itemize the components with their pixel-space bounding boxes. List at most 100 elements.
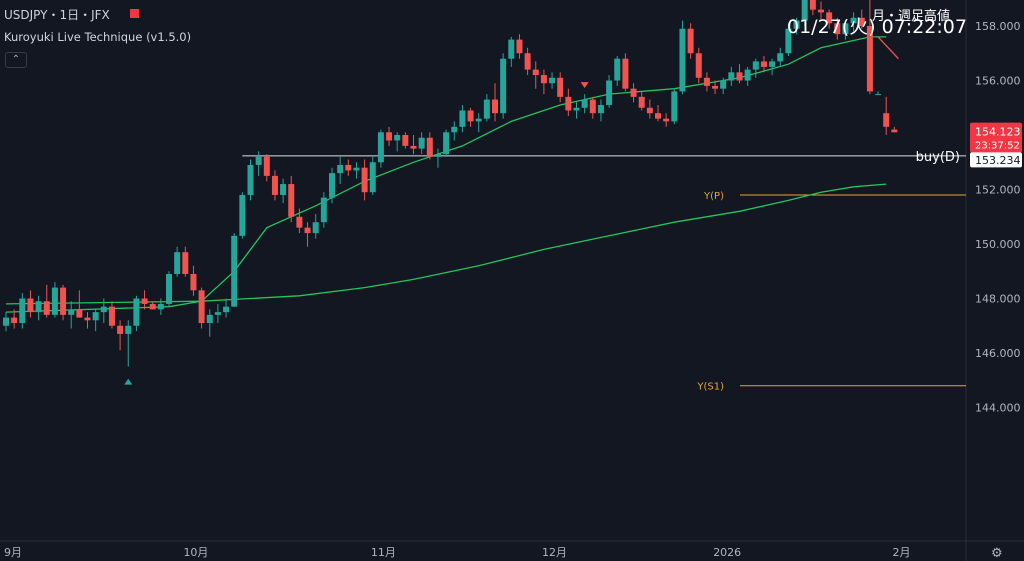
candle-body[interactable]	[703, 77, 710, 86]
candle-body[interactable]	[60, 287, 67, 315]
candle-body[interactable]	[671, 91, 678, 122]
candle-body[interactable]	[394, 135, 401, 141]
candle-body[interactable]	[125, 325, 132, 334]
candle-body[interactable]	[475, 118, 482, 122]
candle-body[interactable]	[418, 137, 425, 149]
indicator-name[interactable]: Kuroyuki Live Technique (v1.5.0)	[4, 30, 192, 44]
candle-body[interactable]	[247, 164, 254, 195]
candle-body[interactable]	[891, 129, 898, 133]
candle-body[interactable]	[190, 273, 197, 291]
candle-body[interactable]	[100, 306, 107, 313]
candle-body[interactable]	[866, 26, 873, 92]
candle-body[interactable]	[744, 69, 751, 81]
candle-body[interactable]	[214, 312, 221, 315]
candle-body[interactable]	[239, 194, 246, 236]
candle-body[interactable]	[410, 145, 417, 149]
candle-body[interactable]	[720, 80, 727, 89]
candle-body[interactable]	[850, 17, 857, 24]
candle-body[interactable]	[589, 99, 596, 114]
candle-body[interactable]	[614, 58, 621, 81]
candle-body[interactable]	[728, 72, 735, 81]
candle-body[interactable]	[663, 118, 670, 122]
candle-body[interactable]	[597, 105, 604, 114]
candle-body[interactable]	[231, 235, 238, 307]
candle-body[interactable]	[426, 137, 433, 157]
candle-body[interactable]	[133, 298, 140, 326]
candle-body[interactable]	[793, 20, 800, 29]
symbol-title[interactable]: USDJPY・1日・JFX	[4, 8, 110, 22]
candle-body[interactable]	[84, 317, 91, 321]
candle-body[interactable]	[141, 298, 148, 304]
candle-body[interactable]	[206, 314, 213, 324]
candle-body[interactable]	[695, 53, 702, 78]
candle-body[interactable]	[549, 77, 556, 84]
candle-body[interactable]	[785, 28, 792, 54]
candle-body[interactable]	[117, 325, 124, 334]
candle-body[interactable]	[174, 252, 181, 274]
candle-body[interactable]	[434, 154, 441, 157]
candle-body[interactable]	[687, 28, 694, 54]
candle-body[interactable]	[622, 58, 629, 89]
candle-body[interactable]	[43, 301, 50, 315]
candle-body[interactable]	[280, 184, 287, 195]
candle-body[interactable]	[679, 28, 686, 92]
candle-body[interactable]	[573, 107, 580, 111]
candle-body[interactable]	[27, 298, 34, 313]
candle-body[interactable]	[875, 94, 882, 96]
candle-body[interactable]	[263, 156, 270, 176]
candle-body[interactable]	[304, 227, 311, 234]
candle-body[interactable]	[223, 306, 230, 313]
candle-body[interactable]	[655, 113, 661, 119]
candle-body[interactable]	[149, 303, 156, 310]
candle-body[interactable]	[712, 85, 719, 89]
candle-body[interactable]	[842, 23, 849, 35]
candle-body[interactable]	[483, 99, 490, 119]
candle-body[interactable]	[760, 61, 767, 67]
candle-body[interactable]	[516, 39, 523, 54]
candle-body[interactable]	[736, 72, 743, 81]
candle-body[interactable]	[271, 175, 278, 195]
candle-body[interactable]	[883, 113, 890, 127]
candle-body[interactable]	[646, 107, 653, 114]
candle-body[interactable]	[108, 306, 115, 326]
candle-body[interactable]	[386, 132, 393, 141]
candle-body[interactable]	[182, 252, 189, 274]
candle-body[interactable]	[92, 312, 99, 321]
candle-body[interactable]	[540, 75, 547, 84]
candle-body[interactable]	[451, 126, 458, 133]
candle-body[interactable]	[329, 173, 335, 198]
candle-body[interactable]	[809, 0, 816, 10]
candle-body[interactable]	[834, 23, 841, 35]
candle-body[interactable]	[35, 301, 42, 313]
alert-flag-icon[interactable]	[130, 9, 139, 18]
candle-body[interactable]	[68, 309, 75, 315]
candle-body[interactable]	[467, 110, 474, 122]
collapse-chevron-icon[interactable]: ⌃	[5, 52, 27, 68]
candle-body[interactable]	[769, 61, 776, 67]
candle-body[interactable]	[320, 197, 327, 223]
candle-body[interactable]	[51, 287, 58, 315]
settings-gear-icon[interactable]: ⚙	[991, 546, 1003, 561]
candle-body[interactable]	[858, 17, 865, 26]
candle-body[interactable]	[818, 9, 824, 13]
candle-body[interactable]	[459, 110, 466, 127]
candle-body[interactable]	[166, 273, 172, 304]
candle-body[interactable]	[443, 132, 450, 155]
candle-body[interactable]	[581, 99, 588, 108]
candle-body[interactable]	[19, 298, 26, 324]
candle-body[interactable]	[826, 12, 833, 24]
candle-body[interactable]	[3, 317, 9, 326]
candle-body[interactable]	[353, 167, 360, 171]
candle-body[interactable]	[524, 53, 531, 70]
candle-body[interactable]	[296, 216, 303, 228]
candle-body[interactable]	[630, 88, 637, 97]
candle-body[interactable]	[377, 132, 384, 163]
candle-body[interactable]	[508, 39, 515, 59]
candle-body[interactable]	[402, 135, 409, 146]
candle-body[interactable]	[76, 309, 83, 318]
candle-body[interactable]	[337, 164, 344, 174]
candle-body[interactable]	[606, 80, 613, 106]
candle-body[interactable]	[345, 164, 352, 171]
candle-body[interactable]	[369, 162, 376, 193]
